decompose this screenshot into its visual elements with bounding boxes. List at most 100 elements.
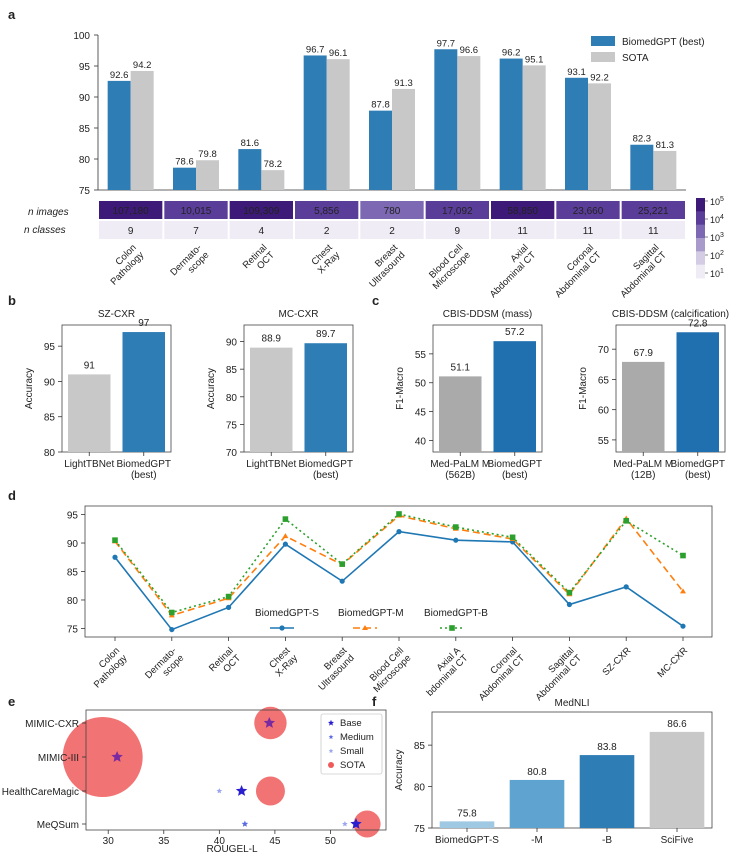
colorbar-tick-label: 103 <box>710 232 724 243</box>
e-x-tick-label: 45 <box>269 836 281 847</box>
e-legend-marker-base <box>328 719 334 726</box>
a-bar-value-label: 82.3 <box>633 134 652 145</box>
b2-y-tick-label: 70 <box>226 448 238 459</box>
d-marker-s <box>396 529 402 535</box>
e-x-tick-label: 50 <box>325 836 337 847</box>
e-legend-label: Small <box>340 746 364 757</box>
f-x-tick-label: -M <box>531 835 543 846</box>
a-bar-biomedgpt <box>369 110 392 190</box>
colorbar-segment <box>696 224 705 239</box>
a-table-image-cell <box>295 201 359 219</box>
a-table-image-cell <box>229 201 293 219</box>
a-bar-value-label: 96.2 <box>502 48 521 59</box>
c2-bar <box>621 361 665 452</box>
a-bar-sota <box>457 56 481 190</box>
a-bar-value-label: 97.7 <box>437 38 456 49</box>
b2-bar <box>304 343 348 452</box>
a-table-image-cell <box>556 201 620 219</box>
c2-y-tick-label: 65 <box>598 375 610 386</box>
c1-y-tick-label: 50 <box>415 379 427 390</box>
f-y-tick-label: 85 <box>414 741 426 752</box>
a-bar-value-label: 96.6 <box>460 45 479 56</box>
a-x-tick-label: Blood CellMicroscope <box>423 242 473 292</box>
f-ylabel: Accuracy <box>394 749 405 790</box>
legend-a: BiomedGPT (best) SOTA <box>591 36 705 64</box>
b2-frame <box>243 324 354 453</box>
c1-title: CBIS-DDSM (mass) <box>443 309 532 320</box>
b1-y-tick-label: 90 <box>44 377 56 388</box>
c1-x-tick-label: BiomedGPT (best) <box>488 459 542 481</box>
a-bar-value-label: 93.1 <box>567 67 586 78</box>
e-xlabel: ROUGEL-L <box>206 844 258 855</box>
chart-marks-layer: 75 80 85 90 95 100 92.6 94.2 107,180 9 ColonPathol… <box>2 31 729 847</box>
d-marker-s <box>112 554 118 560</box>
legend-d-label-s: BiomedGPT-S <box>255 608 319 619</box>
a-bar-value-label: 95.1 <box>525 54 544 65</box>
a-bar-sota <box>392 88 415 190</box>
e-legend-label: Medium <box>340 732 374 743</box>
e-y-tick-label: MIMIC-III <box>38 753 79 764</box>
e-legend-marker-small <box>328 748 334 753</box>
colorbar-tick-label: 104 <box>710 214 724 225</box>
colorbar-tick-label: 105 <box>710 196 724 207</box>
e-point-medium <box>241 820 249 827</box>
f-bar <box>579 755 635 828</box>
d-line-biomedgpt-b <box>114 513 684 614</box>
a-y-tick-label: 85 <box>79 124 91 135</box>
a-bar-value-label: 96.7 <box>306 44 325 55</box>
a-bar-value-label: 92.2 <box>590 72 609 83</box>
c1-y-tick-label: 55 <box>415 350 427 361</box>
d-y-tick-label: 80 <box>67 596 79 607</box>
f-bar-value-label: 83.8 <box>597 742 617 753</box>
legend-label-biomedgpt: BiomedGPT (best) <box>622 37 705 48</box>
a-table-image-value: 109,309 <box>243 206 280 217</box>
a-table-image-cell <box>491 201 555 219</box>
a-table-class-value: 2 <box>389 226 395 237</box>
e-legend-marker-sota <box>328 762 334 768</box>
a-table-class-cell <box>425 221 489 239</box>
a-table-class-cell <box>360 221 424 239</box>
d-x-tick-label: CoronalAbdominal CT <box>469 645 527 703</box>
b1-bar <box>67 374 111 452</box>
a-table-class-cell <box>556 221 620 239</box>
a-x-tick-label: AxialAbdominal CT <box>480 242 538 300</box>
a-table-image-cell <box>425 201 489 219</box>
c2-bar <box>676 332 720 452</box>
a-table-class-value: 9 <box>128 226 134 237</box>
a-bar-biomedgpt <box>499 58 523 191</box>
c2-y-tick-label: 55 <box>598 436 610 447</box>
a-bar-sota <box>261 170 285 190</box>
a-table-class-value: 11 <box>583 226 594 237</box>
f-x-tick-label: BiomedGPT-S <box>435 835 499 846</box>
d-y-tick-label: 75 <box>67 624 79 635</box>
d-x-tick-label: SagittalAbdominal CT <box>526 645 584 703</box>
f-x-tick-label: SciFive <box>661 835 694 846</box>
b1-ylabel: Accuracy <box>24 368 35 409</box>
b1-y-tick-label: 95 <box>44 342 56 353</box>
legend-d: BiomedGPT-S BiomedGPT-M BiomedGPT-B <box>255 608 488 619</box>
e-x-tick-label: 30 <box>103 836 115 847</box>
a-table-class-value: 2 <box>324 226 330 237</box>
a-table-class-value: 11 <box>517 226 528 237</box>
panel-label-a: a <box>8 7 16 22</box>
d-x-tick-label: BreastUltrasound <box>309 645 357 693</box>
a-bar-value-label: 79.8 <box>198 149 217 160</box>
d-x-tick-label: MC-CXR <box>655 645 690 680</box>
b2-y-tick-label: 75 <box>226 420 238 431</box>
b1-bar <box>122 332 166 452</box>
d-marker-s <box>169 626 175 633</box>
f-y-tick-label: 80 <box>414 783 426 794</box>
a-bar-sota <box>588 83 611 190</box>
d-marker-m <box>282 533 289 539</box>
a-x-tick-label: SagittalAbdominal CT <box>611 242 669 300</box>
legend-swatch-biomedgpt <box>591 36 615 46</box>
a-table-class-cell <box>164 221 228 239</box>
panel-label-e: e <box>8 694 15 709</box>
a-bar-biomedgpt <box>173 167 196 190</box>
b2-ylabel: Accuracy <box>206 368 217 409</box>
d-marker-s <box>566 601 573 608</box>
f-frame <box>431 711 713 829</box>
panel-label-f: f <box>372 694 377 709</box>
b1-frame <box>61 324 172 453</box>
a-bar-biomedgpt <box>565 77 588 190</box>
